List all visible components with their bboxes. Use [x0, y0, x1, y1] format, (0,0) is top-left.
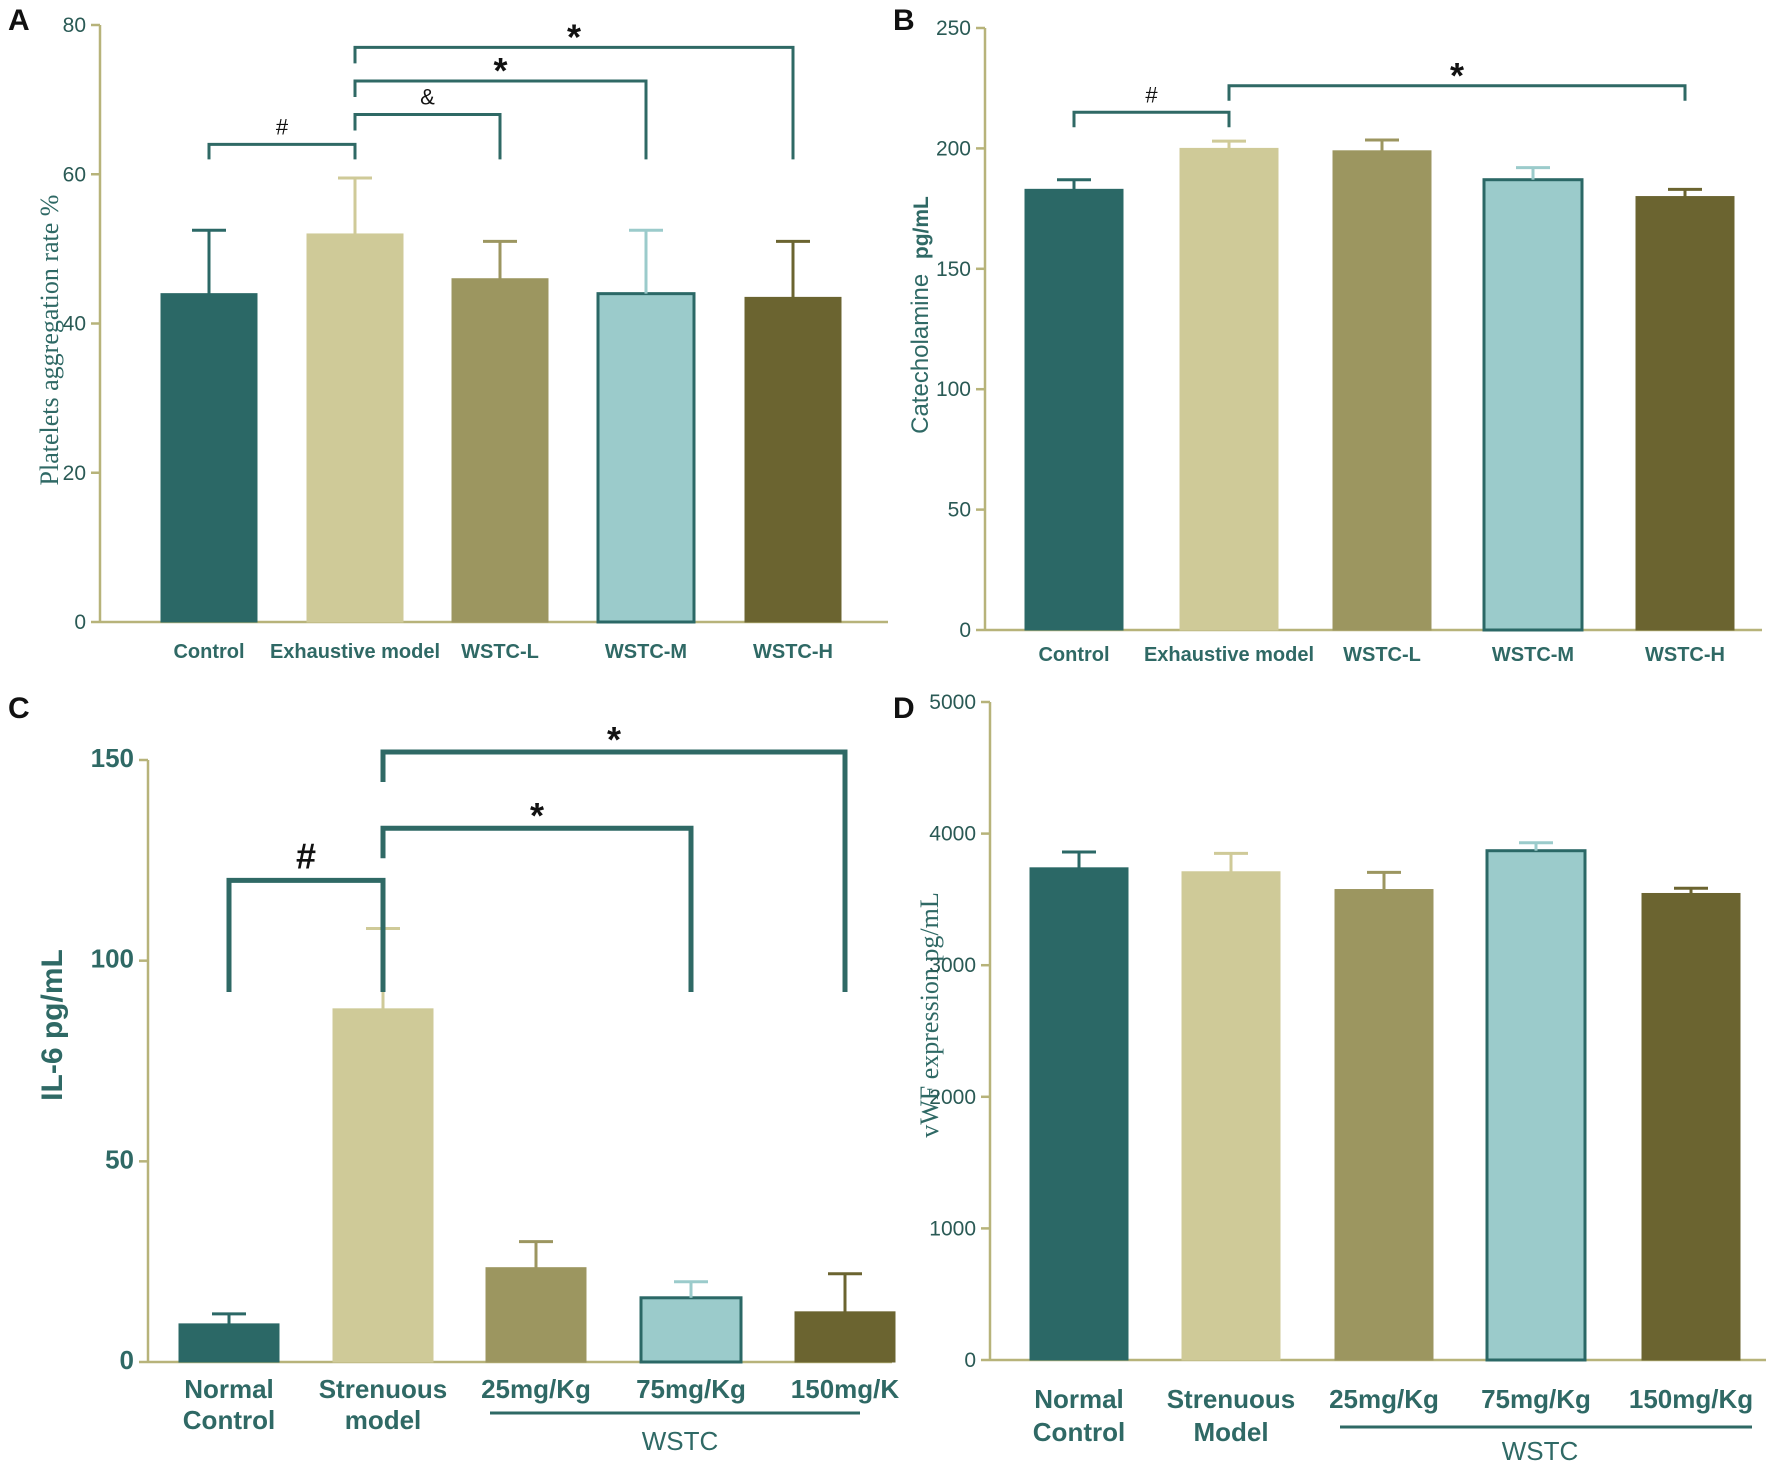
group-label-c: WSTC: [642, 1426, 719, 1456]
bar-d-4: [1641, 892, 1741, 1361]
category-label-a: WSTC-H: [753, 641, 833, 663]
bar-b-0: [1024, 188, 1124, 631]
significance-label-b-1: *: [1450, 55, 1464, 96]
category-label-a: Exhaustive model: [270, 641, 440, 663]
bar-c-4: [794, 1311, 896, 1363]
y-tick-label-b: 50: [948, 499, 971, 522]
y-tick-label-b: 100: [936, 378, 971, 401]
y-axis-title-b-unit: pg/mL: [910, 196, 933, 259]
bar-c-0: [178, 1323, 280, 1363]
y-axis-title-b: Catecholamine pg/mL: [907, 196, 934, 434]
y-tick-label-a: 20: [63, 462, 86, 485]
significance-bracket-c-2: [380, 749, 848, 992]
category-label-a: Control: [173, 641, 244, 663]
panel-c: C IL-6 pg/mL 0 50 100 150 Normal Control Stren…: [8, 692, 899, 1456]
y-tick-label-d: 4000: [929, 823, 976, 846]
category-label-b: WSTC-L: [1343, 644, 1421, 666]
panel-b: B Catecholamine pg/mL 0 50 100 150 200 250 Con…: [893, 4, 1762, 666]
significance-bracket-a-0: [207, 142, 357, 160]
panel-letter-d: D: [893, 692, 915, 725]
y-tick-label-b: 150: [936, 258, 971, 281]
y-tick-label-b: 250: [936, 17, 971, 40]
significance-bracket-c-0: [226, 877, 386, 992]
significance-label-c-1: *: [530, 795, 544, 836]
panel-letter-b: B: [893, 4, 915, 37]
bar-a-1: [306, 233, 404, 623]
y-tick-label-d: 2000: [929, 1086, 976, 1109]
significance-label-a-1: &: [420, 85, 435, 110]
bar-c-3: [639, 1296, 743, 1364]
y-tick-label-a: 80: [63, 14, 86, 37]
category-label-c: Normal Control: [183, 1374, 275, 1435]
y-tick-label-d: 1000: [929, 1217, 976, 1240]
category-label-b: WSTC-M: [1492, 644, 1574, 666]
y-tick-label-c: 0: [120, 1345, 134, 1375]
category-label-d: 25mg/Kg: [1329, 1384, 1439, 1414]
significance-label-c-0: #: [296, 835, 316, 876]
y-tick-label-c: 100: [91, 944, 134, 974]
panel-letter-a: A: [8, 4, 30, 37]
bar-c-1: [332, 1008, 434, 1363]
category-label-c: Strenuous model: [319, 1374, 448, 1435]
category-label-c: 75mg/Kg: [636, 1374, 746, 1404]
y-tick-label-a: 60: [63, 163, 86, 186]
y-tick-label-d: 5000: [929, 691, 976, 714]
y-tick-label-a: 40: [63, 313, 86, 336]
significance-bracket-a-3: [353, 45, 795, 160]
panel-a: A Platelets aggregation rate % 0 20 40 60 80…: [8, 4, 888, 663]
significance-label-a-3: *: [567, 16, 581, 57]
category-label-d: Strenuous Model: [1167, 1384, 1296, 1447]
significance-label-b-0: #: [1145, 82, 1158, 107]
significance-label-a-0: #: [276, 114, 289, 139]
bar-d-1: [1181, 871, 1281, 1361]
category-label-c: 150mg/K: [791, 1374, 900, 1404]
bar-b-4: [1635, 196, 1735, 631]
significance-bracket-a-2: [353, 79, 648, 160]
bar-d-3: [1485, 849, 1587, 1362]
y-tick-label-c: 50: [105, 1144, 134, 1174]
category-label-b: Exhaustive model: [1144, 644, 1314, 666]
y-tick-label-d: 0: [964, 1349, 976, 1372]
significance-label-a-2: *: [493, 50, 507, 91]
category-label-d: Normal Control: [1033, 1384, 1125, 1447]
y-tick-label-c: 150: [91, 743, 134, 773]
bar-d-2: [1334, 889, 1434, 1361]
panel-letter-c: C: [8, 692, 30, 725]
category-label-c: 25mg/Kg: [481, 1374, 591, 1404]
bar-a-3: [596, 292, 696, 624]
y-tick-label-a: 0: [74, 611, 86, 634]
category-label-b: Control: [1038, 644, 1109, 666]
bar-b-1: [1179, 147, 1279, 631]
y-axis-title-a: Platelets aggregation rate %: [35, 195, 64, 486]
bar-a-2: [451, 278, 549, 623]
significance-bracket-a-1: [353, 113, 502, 160]
y-axis-title-b-main: Catecholamine: [907, 274, 934, 434]
bar-a-0: [160, 293, 258, 623]
y-tick-label-b: 200: [936, 137, 971, 160]
significance-bracket-b-1: [1227, 84, 1687, 101]
category-label-b: WSTC-H: [1645, 644, 1725, 666]
y-axis-title-d: vWF expression pg/mL: [915, 892, 944, 1138]
y-axis-title-c: IL-6 pg/mL: [36, 949, 69, 1101]
y-tick-label-d: 3000: [929, 954, 976, 977]
category-label-a: WSTC-L: [461, 641, 539, 663]
bar-d-0: [1029, 867, 1129, 1361]
significance-bracket-c-1: [380, 825, 694, 992]
group-label-d: WSTC: [1502, 1436, 1579, 1466]
significance-bracket-b-0: [1072, 110, 1231, 128]
bar-b-2: [1332, 150, 1432, 631]
panel-d: D vWF expression pg/mL 0 1000 2000 3000 4000…: [893, 691, 1766, 1466]
y-tick-label-b: 0: [959, 619, 971, 642]
significance-label-c-2: *: [607, 719, 621, 760]
bar-b-3: [1482, 178, 1584, 632]
bar-c-2: [485, 1267, 587, 1363]
category-label-a: WSTC-M: [605, 641, 687, 663]
category-label-d: 75mg/Kg: [1481, 1384, 1591, 1414]
bar-a-4: [744, 296, 842, 623]
category-label-d: 150mg/Kg: [1629, 1384, 1753, 1414]
